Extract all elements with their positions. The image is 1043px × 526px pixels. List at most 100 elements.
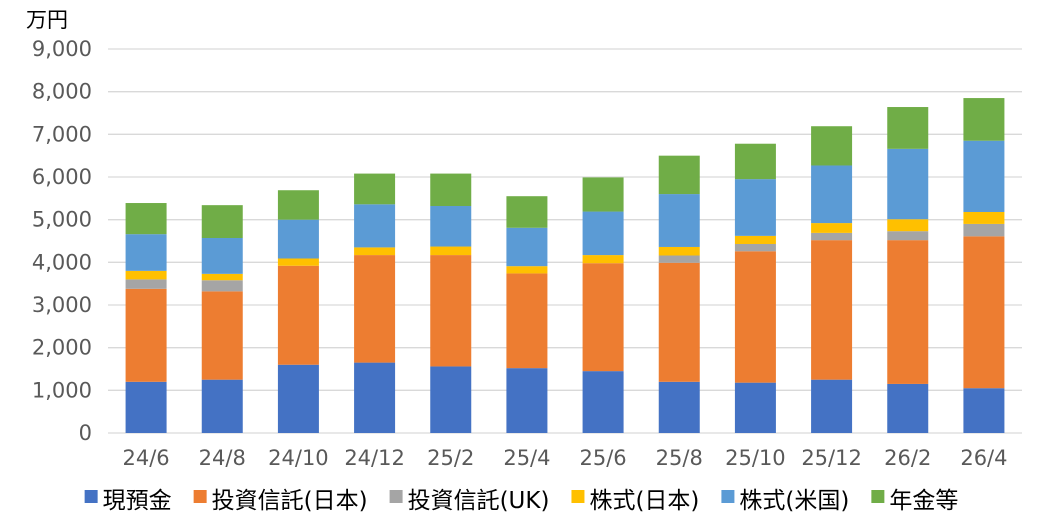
bar-segment (430, 206, 472, 247)
legend-swatch (389, 490, 403, 503)
bar-stack (734, 143, 776, 433)
bar-segment (582, 177, 624, 212)
bar-segment (811, 126, 853, 166)
y-tick-label: 9,000 (32, 37, 92, 61)
bar-segment (277, 258, 319, 266)
bar-stack (201, 205, 243, 433)
bar-segment (582, 371, 624, 433)
bar-segment (658, 381, 700, 433)
bar-segment (506, 266, 548, 274)
bar-segment (354, 255, 396, 363)
bar-segment (125, 270, 167, 280)
bar-segment (506, 368, 548, 433)
bar-segment (734, 179, 776, 236)
x-axis-ticks: 24/6 24/8 24/10 24/12 25/2 25/4 25/6 25/8 25/10 2… (122, 446, 1007, 470)
y-tick-label: 1,000 (32, 378, 92, 402)
legend-label: 株式(日本) (589, 488, 699, 514)
bar-segment (506, 196, 548, 228)
y-tick-label: 5,000 (32, 208, 92, 232)
bar-segment (811, 165, 853, 224)
x-tick-label: 26/2 (884, 446, 931, 470)
y-tick-label: 2,000 (32, 336, 92, 360)
bar-segment (201, 205, 243, 239)
legend-label: 年金等 (889, 488, 958, 514)
legend-swatch (571, 490, 585, 503)
bar-segment (354, 247, 396, 256)
x-tick-label: 24/12 (344, 446, 405, 470)
gridlines (108, 48, 1022, 434)
bar-segment (430, 255, 472, 367)
bar-segment (658, 246, 700, 256)
bar-segment (887, 148, 929, 220)
bar-segment (734, 251, 776, 383)
bar-segment (963, 98, 1005, 141)
bar-segment (354, 362, 396, 433)
bar-segment (506, 273, 548, 369)
y-tick-label: 4,000 (32, 250, 92, 274)
bar-segment (963, 140, 1005, 212)
x-tick-label: 25/2 (427, 446, 474, 470)
bar-segment (125, 288, 167, 382)
bar-segment (430, 366, 472, 433)
bar-segment (201, 238, 243, 274)
bar-segment (354, 204, 396, 248)
bar-stack (277, 190, 319, 433)
legend-label: 投資信託(UK) (408, 488, 550, 514)
x-tick-label: 25/8 (656, 446, 703, 470)
bar-segment (811, 379, 853, 433)
bar-segment (430, 246, 472, 256)
legend-item: 株式(米国) (721, 488, 849, 514)
unit-label: 万円 (26, 8, 68, 32)
x-tick-label: 24/8 (199, 446, 246, 470)
y-axis-ticks: 0 1,000 2,000 3,000 4,000 5,000 6,000 7,000 8,00… (32, 37, 92, 445)
legend: 現預金 投資信託(日本) 投資信託(UK) 株式(日本) 株式(米国) 年金等 (84, 488, 958, 514)
bar-segment (887, 231, 929, 241)
bars (125, 98, 1005, 433)
bar-segment (125, 381, 167, 433)
bar-segment (734, 143, 776, 180)
y-tick-label: 7,000 (32, 122, 92, 146)
bar-segment (125, 203, 167, 235)
bar-segment (963, 236, 1005, 389)
bar-segment (277, 364, 319, 433)
legend-swatch (871, 490, 885, 503)
bar-stack (582, 177, 624, 433)
legend-label: 株式(米国) (739, 488, 849, 514)
bar-segment (963, 223, 1005, 237)
legend-item: 年金等 (871, 488, 958, 514)
bar-stack (887, 107, 929, 433)
x-tick-label: 25/4 (503, 446, 550, 470)
bar-segment (734, 382, 776, 433)
bar-segment (201, 379, 243, 433)
bar-segment (125, 234, 167, 271)
bar-segment (277, 265, 319, 365)
bar-stack (125, 203, 167, 433)
bar-segment (658, 262, 700, 382)
bar-stack (430, 173, 472, 433)
legend-swatch (721, 490, 735, 503)
bar-stack (658, 155, 700, 433)
bar-segment (582, 255, 624, 264)
legend-swatch (84, 490, 98, 503)
bar-segment (125, 279, 167, 289)
legend-label: 現預金 (103, 488, 172, 514)
x-tick-label: 25/6 (579, 446, 626, 470)
legend-item: 投資信託(日本) (193, 488, 368, 514)
y-tick-label: 0 (79, 421, 92, 445)
bar-segment (658, 194, 700, 247)
bar-segment (582, 211, 624, 256)
y-tick-label: 6,000 (32, 165, 92, 189)
legend-label: 投資信託(日本) (212, 488, 368, 514)
bar-segment (277, 190, 319, 220)
bar-stack (506, 196, 548, 433)
bar-segment (887, 107, 929, 149)
bar-segment (811, 232, 853, 241)
bar-stack (811, 126, 853, 433)
bar-segment (963, 211, 1005, 224)
bar-segment (963, 388, 1005, 433)
bar-segment (887, 219, 929, 232)
x-tick-label: 25/10 (725, 446, 786, 470)
legend-item: 投資信託(UK) (389, 488, 550, 514)
x-tick-label: 24/10 (268, 446, 329, 470)
bar-stack (354, 173, 396, 433)
